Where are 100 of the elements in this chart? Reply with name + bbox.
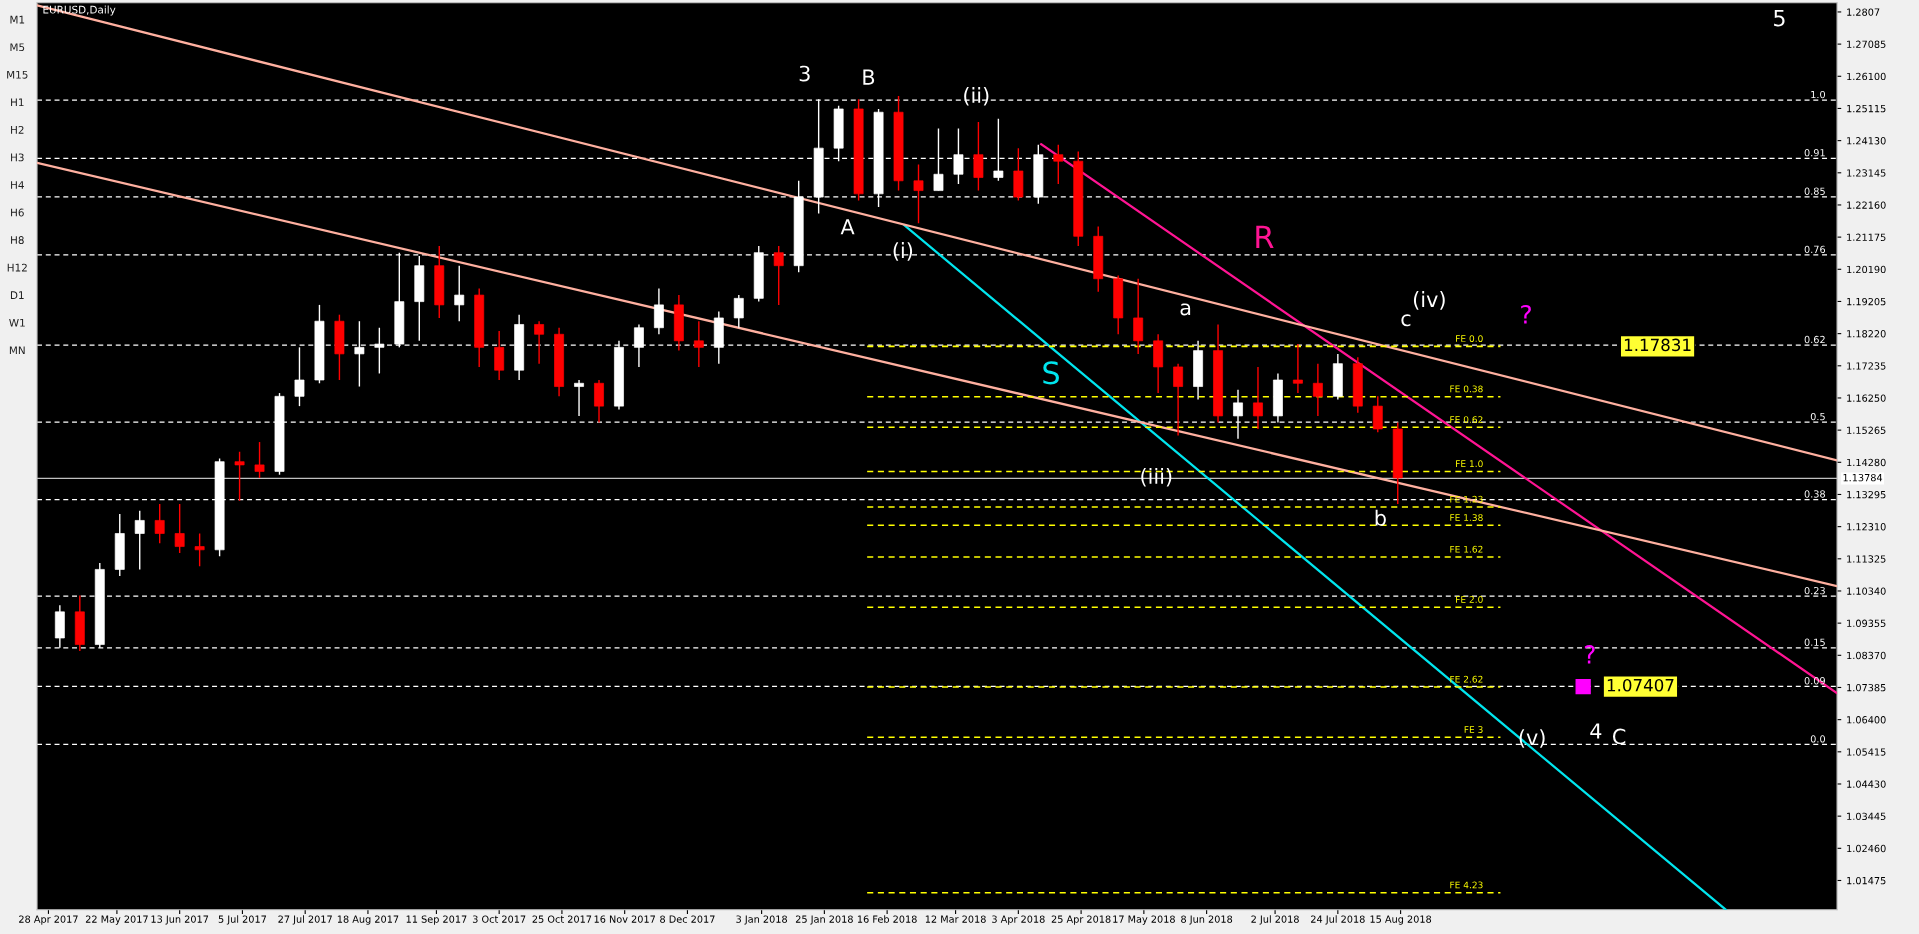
y-tick-label: 1.17235	[1847, 362, 1886, 370]
y-tick-label: 1.04430	[1847, 780, 1886, 788]
series-label: FE 3	[1464, 726, 1483, 733]
x-tick-label: 5 Jul 2017	[218, 915, 267, 925]
x-tick-label: 27 Jul 2017	[278, 915, 332, 925]
annotation: (i)	[893, 242, 913, 261]
candlestick	[234, 451, 245, 502]
candlestick	[454, 265, 465, 322]
y-tick-label: 1.08370	[1847, 651, 1886, 660]
ref-line-label: 1.13784	[1843, 473, 1883, 482]
candlestick	[693, 320, 704, 368]
annotation: (iv)	[1413, 291, 1445, 310]
annotation: C	[1612, 728, 1626, 745]
annotation: R	[1256, 225, 1274, 248]
annotation: A	[840, 219, 855, 235]
y-tick-label: 1.26100	[1847, 72, 1886, 81]
y-tick-label: 1.18220	[1847, 330, 1886, 338]
y-tick-label: 1.05415	[1847, 748, 1886, 756]
annotation: (ii)	[964, 87, 989, 106]
y-tick-label: 1.10340	[1847, 587, 1886, 595]
candlestick	[1053, 144, 1064, 185]
y-tick-label: 1.23145	[1847, 169, 1886, 177]
x-tick-label: 2 Jul 2018	[1251, 915, 1299, 925]
text: H6	[11, 208, 24, 217]
y-tick-label: 1.11325	[1847, 555, 1886, 563]
candlestick	[294, 346, 305, 407]
x-tick-label: 15 Aug 2018	[1370, 915, 1432, 925]
y-tick-label: 1.2807	[1847, 8, 1880, 16]
y-tick-label: 1.02460	[1847, 844, 1886, 853]
text: H2	[11, 125, 24, 134]
text: D1	[10, 291, 24, 299]
candlestick	[1133, 278, 1144, 355]
x-tick-label: 25 Jan 2018	[795, 915, 853, 925]
candlestick	[973, 121, 984, 192]
y-tick-label: 1.16250	[1847, 394, 1886, 402]
series-label: FE 4.23	[1450, 881, 1483, 889]
annotation: 5	[1774, 9, 1785, 27]
text: W1	[9, 318, 25, 327]
series-label: FE 2.0	[1456, 596, 1483, 603]
series-label: FE 0.38	[1450, 385, 1483, 393]
candlestick	[594, 379, 604, 424]
x-tick-label: 25 Oct 2017	[532, 915, 592, 923]
x-tick-label: 12 Mar 2018	[925, 915, 986, 923]
annotation: 0.23	[1804, 586, 1825, 595]
annotation: a	[1180, 303, 1191, 316]
x-tick-label: 8 Jun 2018	[1181, 915, 1233, 925]
y-tick-label: 1.09355	[1847, 619, 1886, 627]
x-tick-label: 3 Jan 2018	[736, 915, 787, 925]
y-tick-label: 1.06400	[1847, 716, 1886, 724]
text: M15	[7, 70, 28, 79]
candlestick	[154, 503, 165, 544]
y-tick-label: 1.25115	[1847, 104, 1886, 113]
candlestick	[654, 287, 664, 335]
annotation: 1.07407	[1607, 678, 1674, 692]
x-tick-label: 17 May 2018	[1113, 915, 1175, 925]
y-tick-label: 1.14280	[1847, 458, 1886, 467]
y-tick-label: 1.19205	[1847, 297, 1886, 306]
text: MN	[9, 346, 25, 355]
annotation: ?	[1521, 304, 1531, 324]
y-tick-label: 1.20190	[1847, 265, 1886, 274]
candlestick	[494, 330, 505, 381]
y-tick-label: 1.22160	[1847, 201, 1886, 209]
x-tick-label: 16 Nov 2017	[594, 915, 655, 923]
text: H8	[11, 236, 24, 244]
annotation: 0.62	[1804, 335, 1825, 344]
y-tick-label: 1.12310	[1847, 523, 1886, 531]
candlestick	[773, 245, 784, 306]
series-label: FE 0.62	[1450, 416, 1483, 423]
y-tick-label: 1.13295	[1847, 490, 1886, 499]
candlestick	[134, 509, 145, 571]
annotation: 0.5	[1810, 412, 1825, 421]
candlestick	[1292, 343, 1303, 394]
series-label: FE 2.62	[1450, 675, 1483, 683]
annotation: S	[1043, 361, 1059, 385]
annotation: 1.0	[1811, 90, 1825, 99]
y-tick-label: 1.27085	[1847, 40, 1886, 48]
annotation: ?	[1584, 645, 1595, 664]
candlestick	[1372, 395, 1383, 433]
y-tick-label: 1.24130	[1847, 137, 1886, 145]
x-tick-label: 25 Apr 2018	[1051, 915, 1111, 925]
y-tick-label: 1.01475	[1847, 876, 1886, 885]
x-tick-label: 13 Jun 2017	[151, 915, 209, 925]
y-tick-label: 1.15265	[1847, 426, 1886, 434]
x-tick-label: 18 Aug 2017	[337, 915, 399, 925]
series-label: FE 1.0	[1456, 460, 1483, 468]
annotation: 0.15	[1804, 638, 1825, 646]
series-label: FE 1.62	[1450, 545, 1483, 553]
candlestick	[733, 294, 744, 329]
x-tick-label: 11 Sep 2017	[406, 915, 467, 925]
x-tick-label: 8 Dec 2017	[660, 915, 715, 923]
candlestick	[254, 441, 265, 479]
candlestick	[194, 532, 205, 567]
x-tick-label: 22 May 2017	[85, 915, 148, 925]
text: M1	[10, 15, 25, 24]
x-tick-label: 16 Feb 2018	[857, 915, 917, 923]
annotation: 0.76	[1804, 245, 1826, 254]
text: H12	[7, 263, 27, 272]
x-tick-label: 3 Apr 2018	[992, 915, 1045, 925]
text: M5	[10, 43, 25, 52]
annotation: 4	[1590, 723, 1602, 739]
